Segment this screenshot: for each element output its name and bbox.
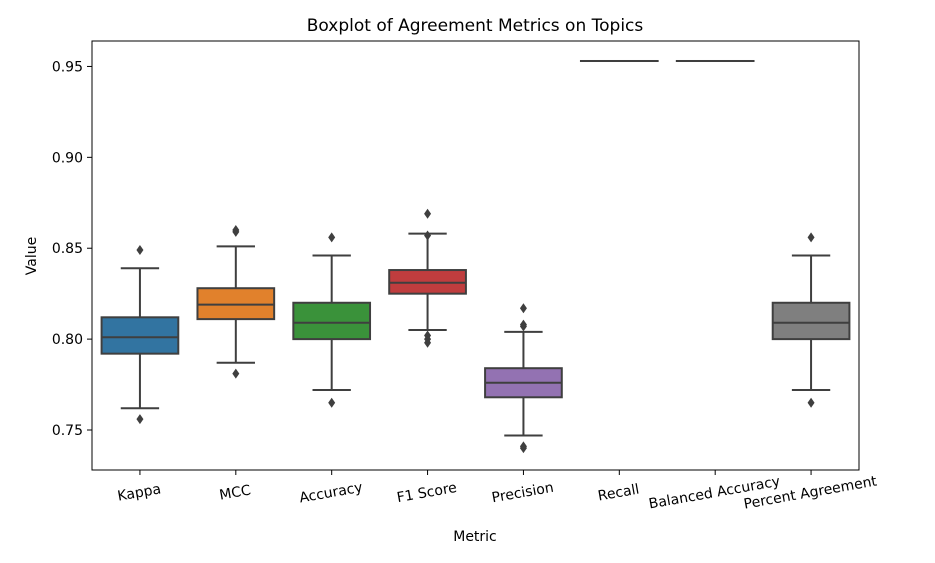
plot-area xyxy=(100,59,851,454)
x-tick-label: MCC xyxy=(218,482,252,503)
box-accuracy xyxy=(292,232,372,408)
outlier-point xyxy=(424,230,432,241)
y-tick-label: 0.80 xyxy=(52,332,83,348)
box-mcc xyxy=(196,225,276,379)
chart-title: Boxplot of Agreement Metrics on Topics xyxy=(307,16,644,36)
y-tick-label: 0.75 xyxy=(52,423,83,439)
box-iqr xyxy=(100,316,180,355)
outlier-point xyxy=(807,232,815,243)
outlier-point xyxy=(328,397,336,408)
outlier-point xyxy=(519,303,527,314)
box-iqr xyxy=(292,301,372,341)
plot-frame xyxy=(91,40,860,471)
outlier-point xyxy=(136,414,144,425)
box-percent-agreement xyxy=(771,232,851,408)
outlier-point xyxy=(807,397,815,408)
x-tick-label: F1 Score xyxy=(396,480,458,506)
x-tick-label: Precision xyxy=(491,480,555,507)
x-axis: Kappa MCC Accuracy F1 Score Precision Recall B… xyxy=(116,470,879,513)
x-tick-label: Recall xyxy=(597,482,641,505)
x-tick-label: Accuracy xyxy=(298,480,364,507)
outlier-point xyxy=(424,330,432,341)
y-axis: 0.75 0.80 0.85 0.90 0.95 xyxy=(52,59,92,439)
box-iqr xyxy=(771,301,851,341)
outlier-point xyxy=(519,319,527,330)
x-tick-label: Kappa xyxy=(116,481,162,504)
y-tick-label: 0.95 xyxy=(52,59,83,75)
outlier-point xyxy=(232,225,240,236)
outlier-point xyxy=(328,232,336,243)
outlier-point xyxy=(232,368,240,379)
box-precision xyxy=(484,303,563,454)
box-f1-score xyxy=(388,208,467,348)
outlier-point xyxy=(424,208,432,219)
outlier-point xyxy=(136,245,144,256)
y-axis-label: Value xyxy=(24,237,40,275)
box-kappa xyxy=(100,245,180,425)
outlier-point xyxy=(519,441,527,452)
x-axis-label: Metric xyxy=(453,529,497,545)
y-tick-label: 0.85 xyxy=(52,241,83,257)
y-tick-label: 0.90 xyxy=(52,150,83,166)
